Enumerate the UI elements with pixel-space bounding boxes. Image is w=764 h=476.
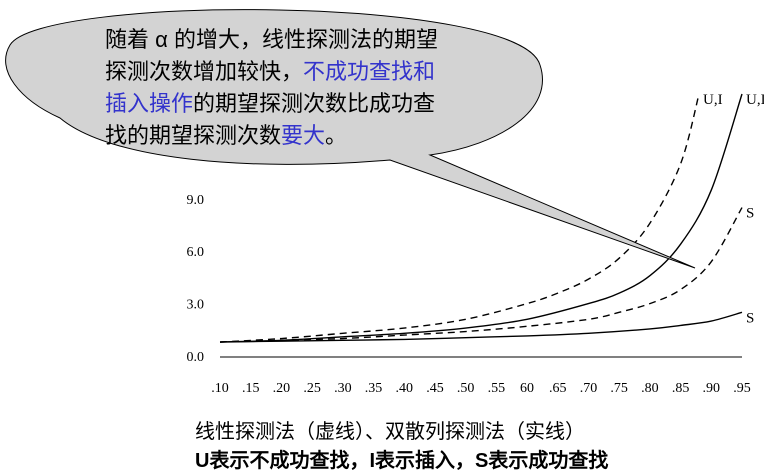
x-tick-label: .95 bbox=[733, 381, 751, 396]
x-tick-label: .45 bbox=[426, 381, 444, 396]
callout-shape bbox=[5, 9, 696, 269]
x-tick-label: .75 bbox=[610, 381, 628, 396]
x-tick-label: .50 bbox=[457, 381, 475, 396]
callout-line-4-b: 要大 bbox=[281, 123, 325, 148]
caption-line-2: U表示不成功查找，I表示插入，S表示成功查找 bbox=[195, 448, 608, 472]
x-tick-label: .15 bbox=[242, 381, 260, 396]
x-tick-label: .80 bbox=[641, 381, 659, 396]
series-line-2 bbox=[219, 207, 743, 343]
callout-bubble: 随着 α 的增大，线性探测法的期望 探测次数增加较快，不成功查找和 插入操作的期… bbox=[5, 9, 696, 269]
y-tick-label: 0.0 bbox=[187, 350, 205, 365]
x-tick-label: .40 bbox=[395, 381, 413, 396]
x-tick-labels: .10 .15 .20 .25 .30 .35 .40 .45 .50 .55 60 .65 .70 .7… bbox=[211, 381, 751, 396]
series-line-3 bbox=[219, 311, 743, 343]
series-label-0: U,I bbox=[703, 92, 723, 108]
x-tick-label: .70 bbox=[580, 381, 598, 396]
callout-line-3: 插入操作的期望探测次数比成功查 bbox=[105, 91, 435, 116]
callout-line-1: 随着 α 的增大，线性探测法的期望 bbox=[105, 27, 438, 52]
callout-line-4: 找的期望探测次数要大。 bbox=[105, 123, 347, 148]
series-line-1 bbox=[219, 93, 743, 343]
x-tick-label: .30 bbox=[334, 381, 352, 396]
callout-line-2: 探测次数增加较快，不成功查找和 bbox=[105, 59, 435, 84]
x-tick-label: .25 bbox=[303, 381, 321, 396]
callout-line-4-c: 。 bbox=[325, 123, 347, 148]
x-tick-label: .65 bbox=[549, 381, 567, 396]
x-tick-label: .55 bbox=[488, 381, 506, 396]
x-tick-label: .35 bbox=[365, 381, 383, 396]
x-tick-label: .90 bbox=[703, 381, 721, 396]
series-label-2: S bbox=[746, 206, 754, 222]
y-tick-labels: 0.03.06.09.012.0 bbox=[180, 140, 205, 365]
y-tick-label: 3.0 bbox=[187, 298, 205, 313]
series-label-3: S bbox=[746, 310, 754, 326]
callout-line-4-a: 找的期望探测次数 bbox=[105, 123, 281, 148]
callout-line-2-b: 不成功查找和 bbox=[303, 59, 435, 84]
series-line-0 bbox=[219, 93, 700, 343]
callout-line-2-a: 探测次数增加较快， bbox=[105, 59, 303, 84]
y-tick-label: 9.0 bbox=[187, 193, 205, 208]
callout-line-3-a: 插入操作 bbox=[105, 91, 193, 116]
x-tick-label: .85 bbox=[672, 381, 690, 396]
series-labels: U,I U,I S S bbox=[703, 92, 764, 326]
series-lines bbox=[219, 93, 743, 343]
callout-line-3-b: 的期望探测次数比成功查 bbox=[193, 91, 435, 116]
series-label-1: U,I bbox=[746, 92, 764, 108]
x-tick-label: 60 bbox=[520, 381, 534, 396]
y-tick-label: 6.0 bbox=[187, 245, 205, 260]
plot-area: 0.03.06.09.012.0 .10.15.20.25.30.35.40.4… bbox=[180, 92, 764, 396]
caption: 线性探测法（虚线）、双散列探测法（实线） U表示不成功查找，I表示插入，S表示成… bbox=[195, 420, 608, 472]
caption-line-1: 线性探测法（虚线）、双散列探测法（实线） bbox=[195, 420, 585, 443]
x-tick-label: .10 bbox=[211, 381, 229, 396]
x-tick-label: .20 bbox=[273, 381, 291, 396]
